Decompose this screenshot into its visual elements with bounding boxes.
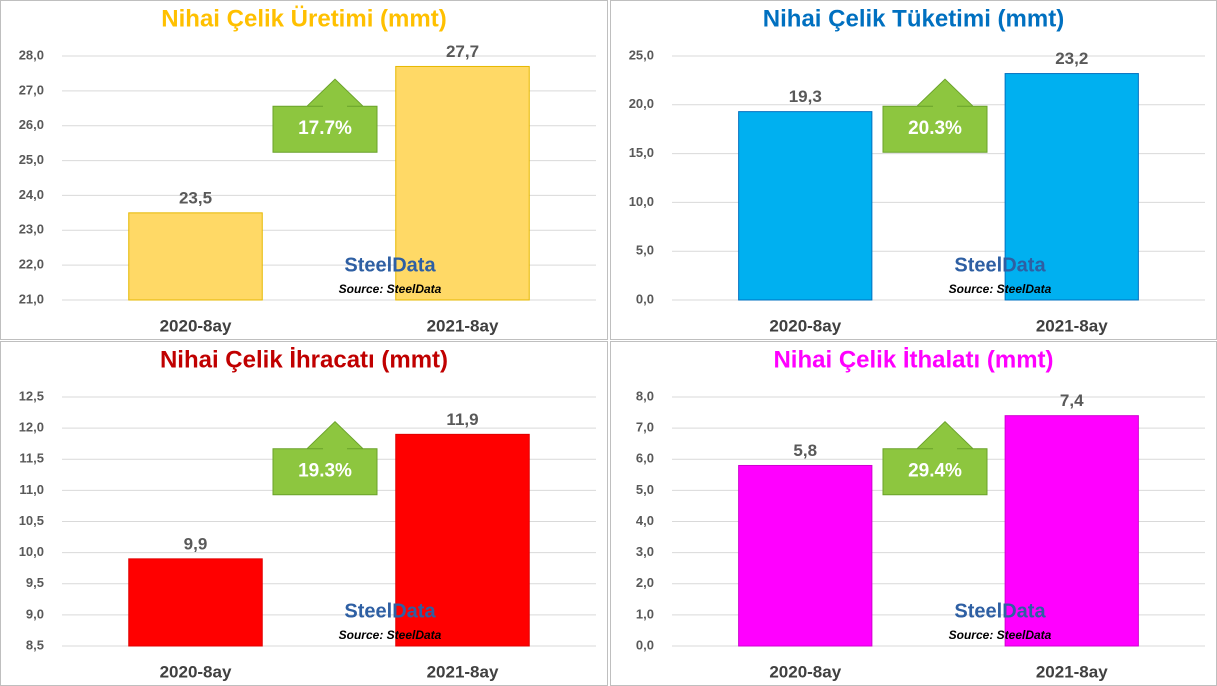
y-tick-label: 7,0	[636, 420, 654, 435]
y-tick-label: 21,0	[19, 291, 44, 306]
y-tick-label: 25,0	[19, 152, 44, 167]
bar	[395, 65, 530, 301]
bar	[738, 464, 873, 647]
y-tick-label: 0,0	[636, 637, 654, 652]
chart-title: Nihai Çelik Üretimi (mmt)	[161, 5, 446, 32]
x-tick-label: 2021-8ay	[427, 662, 499, 681]
y-tick-label: 12,0	[19, 420, 44, 435]
growth-arrow	[882, 421, 988, 496]
y-tick-label: 20,0	[629, 96, 654, 111]
y-tick-label: 26,0	[19, 117, 44, 132]
y-tick-label: 5,0	[636, 482, 654, 497]
value-label: 23,2	[1055, 49, 1088, 68]
y-tick-label: 9,0	[26, 606, 44, 621]
x-tick-label: 2021-8ay	[1036, 662, 1108, 681]
value-label: 7,4	[1060, 391, 1084, 410]
y-tick-label: 5,0	[636, 243, 654, 258]
x-tick-label: 2020-8ay	[160, 662, 232, 681]
y-tick-label: 3,0	[636, 544, 654, 559]
value-label: 27,7	[446, 42, 479, 61]
y-tick-label: 0,0	[636, 291, 654, 306]
y-tick-label: 2,0	[636, 575, 654, 590]
source-note: Source: SteelData	[339, 628, 442, 642]
y-tick-label: 10,5	[19, 513, 44, 528]
chart-title: Nihai Çelik Tüketimi (mmt)	[763, 5, 1064, 32]
chart-title: Nihai Çelik İthalatı (mmt)	[773, 346, 1053, 373]
y-tick-label: 11,5	[19, 451, 44, 466]
x-tick-label: 2020-8ay	[160, 316, 232, 335]
bar	[1004, 415, 1139, 647]
y-tick-label: 6,0	[636, 451, 654, 466]
y-tick-label: 22,0	[19, 257, 44, 272]
y-tick-label: 25,0	[629, 47, 654, 62]
growth-label: 17.7%	[298, 118, 352, 139]
value-label: 11,9	[446, 410, 478, 429]
y-tick-label: 15,0	[629, 145, 654, 160]
source-note: Source: SteelData	[949, 628, 1052, 642]
growth-arrow	[272, 421, 378, 496]
y-tick-label: 23,0	[19, 222, 44, 237]
y-tick-label: 9,5	[26, 575, 44, 590]
growth-arrow	[882, 78, 988, 153]
chart-title: Nihai Çelik İhracatı (mmt)	[160, 346, 448, 373]
watermark: SteelData	[344, 254, 436, 276]
watermark: SteelData	[344, 600, 436, 622]
value-label: 19,3	[789, 87, 822, 106]
bar	[738, 111, 873, 301]
y-tick-label: 10,0	[19, 544, 44, 559]
source-note: Source: SteelData	[949, 282, 1052, 296]
y-tick-label: 4,0	[636, 513, 654, 528]
y-tick-label: 8,5	[26, 637, 44, 652]
x-tick-label: 2021-8ay	[1036, 316, 1108, 335]
y-tick-label: 1,0	[636, 606, 654, 621]
watermark: SteelData	[954, 600, 1046, 622]
bar	[395, 433, 530, 647]
y-tick-label: 27,0	[19, 82, 44, 97]
growth-label: 20.3%	[908, 118, 962, 139]
value-label: 9,9	[184, 534, 208, 553]
value-label: 23,5	[179, 188, 212, 207]
panel-border	[0, 0, 608, 340]
y-tick-label: 10,0	[629, 194, 654, 209]
growth-arrow	[272, 78, 378, 153]
y-tick-label: 11,0	[19, 482, 44, 497]
bar	[128, 212, 263, 301]
y-tick-label: 12,5	[19, 388, 44, 403]
y-tick-label: 28,0	[19, 47, 44, 62]
x-tick-label: 2020-8ay	[769, 316, 841, 335]
x-tick-label: 2020-8ay	[769, 662, 841, 681]
watermark: SteelData	[954, 254, 1046, 276]
bar	[1004, 73, 1139, 301]
source-note: Source: SteelData	[339, 282, 442, 296]
y-tick-label: 8,0	[636, 388, 654, 403]
growth-label: 29.4%	[908, 461, 962, 482]
value-label: 5,8	[793, 441, 817, 460]
bar	[128, 558, 263, 647]
x-tick-label: 2021-8ay	[427, 316, 499, 335]
growth-label: 19.3%	[298, 461, 352, 482]
y-tick-label: 24,0	[19, 187, 44, 202]
